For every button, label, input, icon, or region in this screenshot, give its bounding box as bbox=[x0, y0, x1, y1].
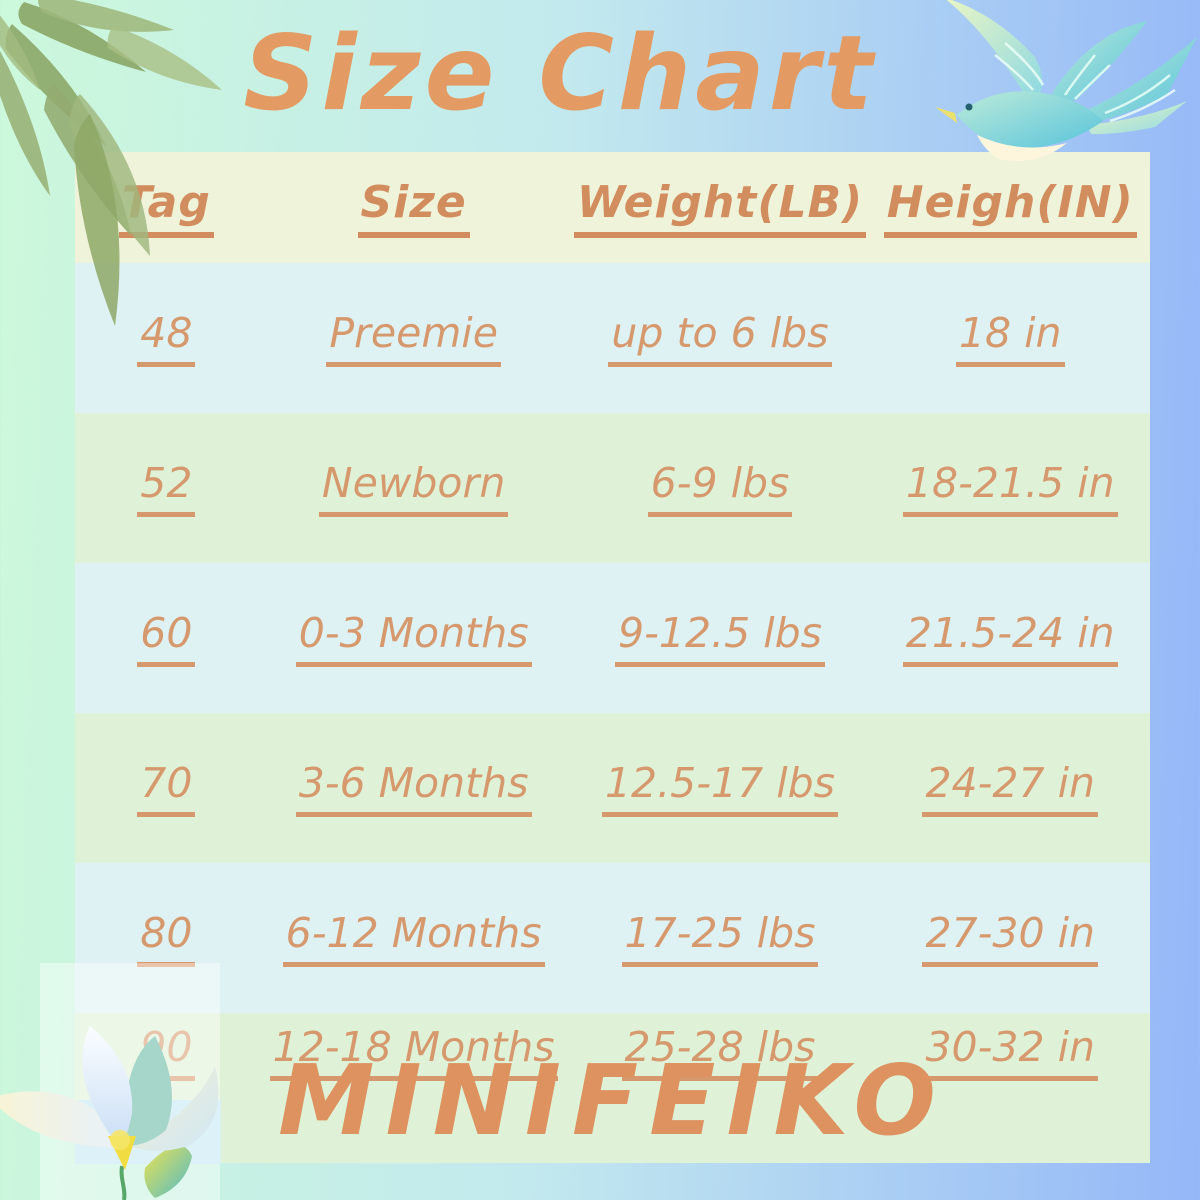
cell-tag: 52 bbox=[75, 459, 258, 517]
cell-weight: 9-12.5 lbs bbox=[570, 609, 871, 667]
table-row: 80 6-12 Months 17-25 lbs 27-30 in bbox=[75, 863, 1150, 1013]
cell-weight: up to 6 lbs bbox=[570, 309, 871, 367]
cell-size: Preemie bbox=[258, 309, 570, 367]
table-row: 52 Newborn 6-9 lbs 18-21.5 in bbox=[75, 413, 1150, 563]
brand-logo-text: MINIFEIKO bbox=[278, 1044, 947, 1157]
column-header-size: Size bbox=[258, 177, 570, 238]
cell-weight: 12.5-17 lbs bbox=[570, 759, 871, 817]
cell-size: 3-6 Months bbox=[258, 759, 570, 817]
cell-weight: 6-9 lbs bbox=[570, 459, 871, 517]
cell-size: 0-3 Months bbox=[258, 609, 570, 667]
column-header-weight: Weight(LB) bbox=[570, 177, 871, 238]
cell-tag: 60 bbox=[75, 609, 258, 667]
size-chart-table: Tag Size Weight(LB) Heigh(IN) 48 Preemie… bbox=[75, 152, 1150, 1163]
cell-height: 24-27 in bbox=[871, 759, 1151, 817]
table-row: 48 Preemie up to 6 lbs 18 in bbox=[75, 263, 1150, 413]
page-title: Size Chart bbox=[243, 14, 877, 134]
table-row: 60 0-3 Months 9-12.5 lbs 21.5-24 in bbox=[75, 563, 1150, 713]
cell-height: 27-30 in bbox=[871, 909, 1151, 967]
table-header-row: Tag Size Weight(LB) Heigh(IN) bbox=[75, 152, 1150, 263]
cell-height: 18-21.5 in bbox=[871, 459, 1151, 517]
cell-tag: 48 bbox=[75, 309, 258, 367]
cell-tag: 70 bbox=[75, 759, 258, 817]
cell-height: 18 in bbox=[871, 309, 1151, 367]
table-row: 90 12-18 Months 25-28 lbs 30-32 in bbox=[75, 1013, 1150, 1163]
cell-size: 12-18 Months bbox=[258, 1023, 570, 1081]
table-row: 70 3-6 Months 12.5-17 lbs 24-27 in bbox=[75, 713, 1150, 863]
column-header-tag: Tag bbox=[75, 177, 258, 238]
column-header-height: Heigh(IN) bbox=[871, 177, 1151, 238]
cell-tag: 80 bbox=[75, 909, 258, 967]
cell-size: 6-12 Months bbox=[258, 909, 570, 967]
cell-weight: 17-25 lbs bbox=[570, 909, 871, 967]
cell-weight: 25-28 lbs bbox=[570, 1023, 871, 1081]
cell-height: 21.5-24 in bbox=[871, 609, 1151, 667]
cell-size: Newborn bbox=[258, 459, 570, 517]
cell-height: 30-32 in bbox=[871, 1023, 1151, 1081]
